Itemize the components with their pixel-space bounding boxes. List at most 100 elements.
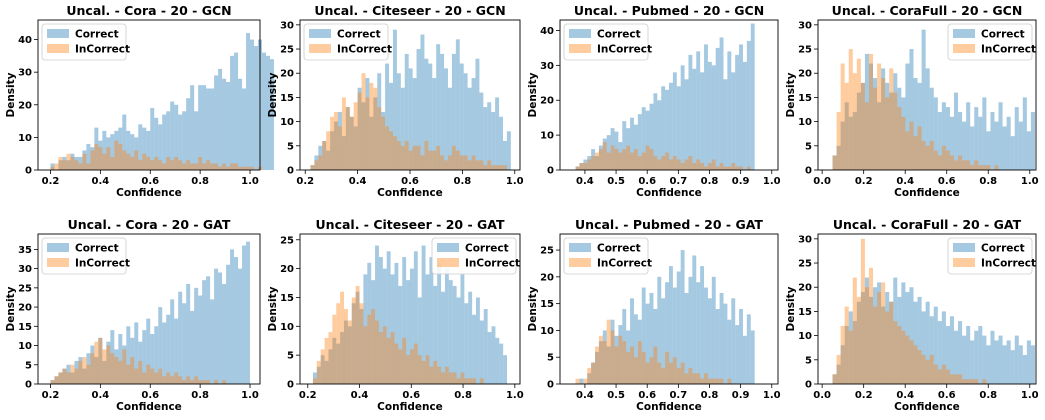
bar-incorrect [468,378,472,384]
bar-correct [182,111,186,170]
bar-incorrect [930,141,934,170]
bar-incorrect [479,160,483,170]
x-axis-label: Confidence [894,401,960,413]
bar-incorrect [599,149,603,170]
bar-incorrect [650,149,654,170]
bar-incorrect [974,160,978,170]
bar-correct [230,249,234,384]
bar-incorrect [78,361,82,384]
legend-swatch-incorrect [953,258,975,267]
bar-incorrect [405,141,409,170]
bar-incorrect [857,297,861,384]
bar-correct [495,338,499,384]
bar-incorrect [222,163,226,170]
legend-label-correct: Correct [981,29,1025,41]
bar-incorrect [982,379,986,384]
bar-correct [747,41,751,170]
bar-incorrect [930,355,934,384]
bar-incorrect [499,165,503,170]
x-axis-label: Confidence [116,401,182,413]
bar-incorrect [615,347,619,385]
bar-incorrect [106,346,110,384]
x-tick-label: 0.7 [669,176,687,187]
legend-swatch-correct [953,29,975,38]
bar-incorrect [58,372,62,384]
x-tick-label: 0.7 [669,390,687,401]
y-tick-label: 5 [25,360,32,371]
bar-incorrect [622,149,626,170]
bar-correct [978,326,982,384]
bar-incorrect [583,163,587,170]
bar-correct [994,122,998,170]
bar-correct [250,40,254,170]
bar-incorrect [464,378,468,384]
bar-correct [716,309,720,384]
bar-incorrect [735,167,739,170]
legend-label-correct: Correct [597,29,641,41]
bar-incorrect [468,160,472,170]
bar-incorrect [436,146,440,170]
bar-correct [1007,117,1011,170]
bar-incorrect [922,355,926,384]
bar-correct [186,98,190,170]
bar-correct [1007,340,1011,384]
bar-incorrect [869,54,873,170]
bar-correct [747,314,751,384]
bar-incorrect [142,154,146,170]
bar-incorrect [475,160,479,170]
bar-correct [444,68,448,170]
bar-incorrect [962,160,966,170]
bar-correct [696,51,700,170]
legend-label-incorrect: InCorrect [465,258,520,270]
x-tick-label: 1.0 [506,176,524,187]
bar-correct [226,82,230,170]
bar-incorrect [98,338,102,384]
y-tick-label: 30 [798,234,812,245]
legend-swatch-correct [569,243,591,252]
bar-incorrect [106,147,110,170]
legend: Correct InCorrect [42,24,130,60]
bar-incorrect [50,167,54,170]
bar-incorrect [712,379,716,384]
bar-incorrect [970,165,974,170]
bar-correct [182,303,186,384]
bar-incorrect [626,352,630,384]
bar-incorrect [966,379,970,384]
bar-incorrect [720,163,724,170]
bar-incorrect [114,141,118,170]
y-tick-label: 10 [280,322,294,333]
bar-correct [492,326,496,384]
bar-incorrect [246,167,250,170]
bar-incorrect [377,107,381,170]
bar-incorrect [881,78,885,170]
bar-incorrect [901,331,905,384]
bar-correct [190,311,194,384]
bar-incorrect [630,153,634,170]
bar-incorrect [456,151,460,170]
legend: Correct InCorrect [304,24,392,60]
bar-incorrect [495,165,499,170]
bar-incorrect [352,297,356,384]
legend-swatch-incorrect [569,258,591,267]
bar-correct [464,303,468,384]
bar-incorrect [371,309,375,384]
bar-correct [460,274,464,384]
bar-incorrect [444,160,448,170]
bar-correct [453,286,457,384]
bar-incorrect [833,155,837,170]
bar-incorrect [861,83,865,170]
bar-correct [978,117,982,170]
bar-incorrect [833,374,837,384]
chart-title: Uncal. - CoraFull - 20 - GAT [833,217,1022,232]
y-tick-label: 10 [540,326,554,337]
y-tick-label: 20 [798,69,812,80]
bar-correct [962,336,966,384]
bar-incorrect [673,156,677,170]
bar-correct [206,88,210,170]
bar-incorrect [611,330,615,384]
bar-incorrect [70,157,74,170]
y-tick-label: 15 [798,307,812,318]
bar-incorrect [58,157,62,170]
bar-incorrect [618,336,622,384]
